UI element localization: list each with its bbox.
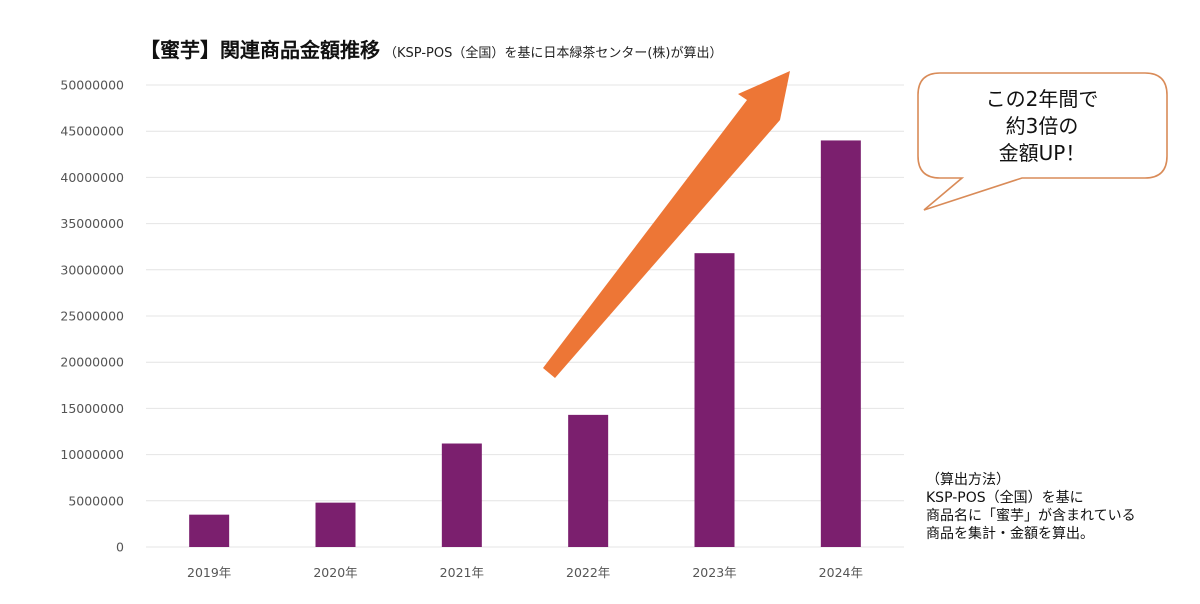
y-tick-label: 5000000 (68, 493, 124, 508)
bar (189, 514, 230, 547)
x-tick-label: 2022年 (566, 565, 610, 580)
x-axis-ticks: 2019年 2020年 2021年 2022年 2023年 2024年 (187, 565, 863, 580)
chart-title-source: （KSP-POS（全国）を基に日本緑茶センター(株)が算出） (384, 46, 723, 61)
bar (315, 502, 356, 547)
callout-line: 約3倍の (1005, 114, 1079, 138)
method-note-line: KSP-POS（全国）を基に (926, 490, 1084, 506)
bar (820, 140, 861, 547)
calculation-method-note: （算出方法） KSP-POS（全国）を基に 商品名に「蜜芋」が含まれている 商品… (926, 471, 1136, 543)
x-tick-label: 2024年 (819, 565, 863, 580)
y-tick-label: 50000000 (60, 78, 124, 93)
x-tick-label: 2019年 (187, 565, 231, 580)
bar (694, 253, 735, 547)
callout-bubble (917, 72, 1168, 211)
method-note-line: 商品名に「蜜芋」が含まれている (926, 508, 1136, 524)
callout-line: この2年間で (985, 87, 1099, 111)
y-tick-label: 20000000 (60, 355, 124, 370)
x-tick-label: 2020年 (313, 565, 357, 580)
y-tick-label: 45000000 (60, 124, 124, 139)
x-tick-label: 2021年 (440, 565, 484, 580)
y-tick-label: 10000000 (60, 447, 124, 462)
callout-text: この2年間で 約3倍の 金額UP！ (924, 86, 1160, 167)
method-note-line: 商品を集計・金額を算出。 (926, 526, 1094, 542)
y-tick-label: 25000000 (60, 309, 124, 324)
method-note-heading: （算出方法） (926, 472, 1010, 488)
chart-title: 【蜜芋】関連商品金額推移 （KSP-POS（全国）を基に日本緑茶センター(株)が算… (140, 34, 723, 63)
bars (189, 140, 861, 547)
callout-line: 金額UP！ (998, 141, 1086, 165)
y-tick-label: 40000000 (60, 170, 124, 185)
growth-arrow (543, 71, 790, 378)
y-axis-ticks: 0 5000000 10000000 15000000 20000000 25000000… (60, 78, 124, 555)
y-tick-label: 35000000 (60, 216, 124, 231)
bar (568, 414, 609, 547)
gridlines (146, 84, 904, 548)
y-tick-label: 15000000 (60, 401, 124, 416)
chart-title-main: 【蜜芋】関連商品金額推移 (140, 38, 380, 62)
bar (441, 443, 482, 547)
y-tick-label: 30000000 (60, 262, 124, 277)
y-tick-label: 0 (116, 540, 124, 555)
x-tick-label: 2023年 (692, 565, 736, 580)
